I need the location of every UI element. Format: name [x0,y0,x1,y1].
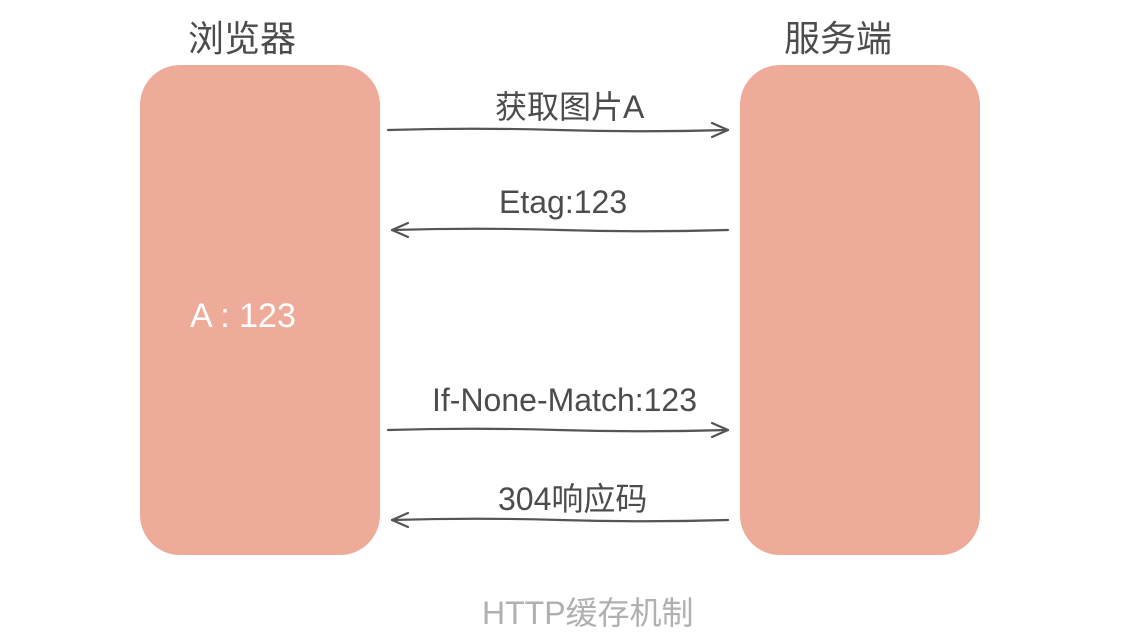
diagram-caption: HTTP缓存机制 [482,588,694,634]
server-box [740,65,980,555]
arrow-label-3: 304响应码 [498,474,647,520]
diagram-stage: 浏览器 A : 123 服务端 获取图片A Etag:123 If-None-M… [0,0,1142,637]
arrow-head-2 [712,423,728,437]
arrow-line-2 [388,429,728,432]
arrow-line-1 [392,229,728,232]
arrow-head-1 [392,223,408,237]
browser-cache-value: A : 123 [190,297,296,336]
server-title: 服务端 [784,10,892,62]
browser-title: 浏览器 [188,10,296,62]
arrow-line-0 [388,129,728,132]
arrow-label-1: Etag:123 [499,184,627,221]
arrow-label-0: 获取图片A [495,82,644,128]
arrow-head-0 [712,123,728,137]
arrow-label-2: If-None-Match:123 [432,382,697,419]
arrow-head-3 [392,513,408,527]
